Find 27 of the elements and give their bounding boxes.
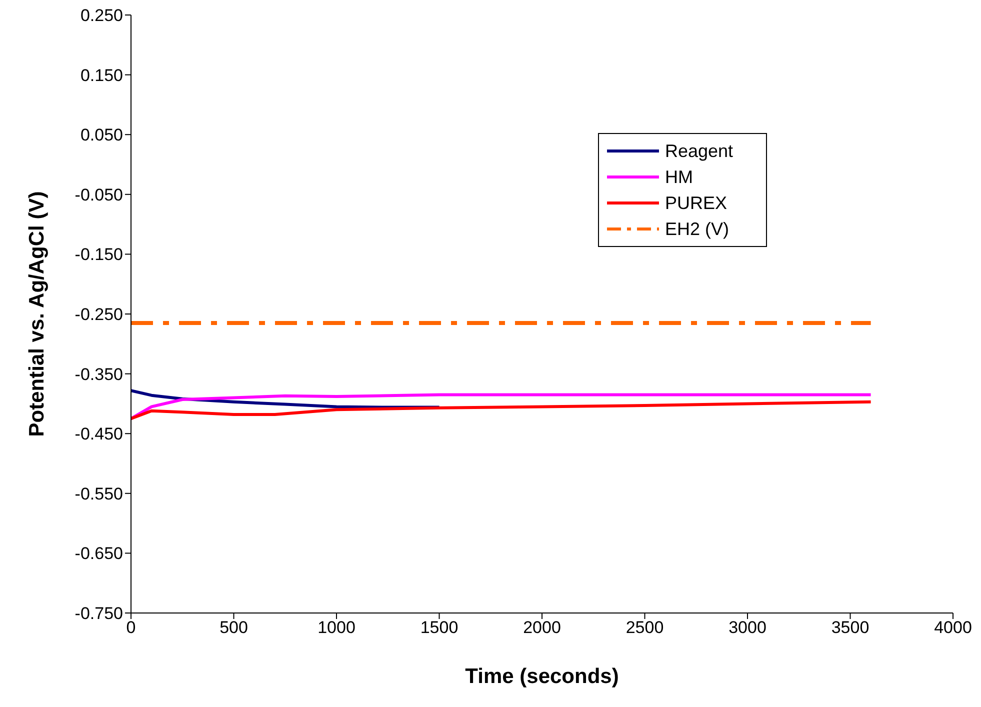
x-tick-label: 3500 [831, 618, 870, 638]
legend-label: Reagent [665, 140, 734, 163]
y-tick-label: -0.750 [74, 604, 123, 624]
y-tick-label: -0.050 [74, 185, 123, 204]
x-axis-title: Time (seconds) [465, 665, 619, 688]
y-tick-label: -0.450 [74, 424, 123, 444]
line-series [131, 400, 872, 420]
y-tick-label: -0.250 [74, 305, 123, 324]
y-tick-label: -0.550 [74, 484, 123, 504]
legend-label: PUREX [665, 192, 728, 215]
x-tick-label: 4000 [934, 618, 972, 638]
legend-label: EH2 (V) [665, 218, 730, 241]
x-tick-label: 3000 [728, 618, 766, 638]
y-tick-label: -0.350 [74, 364, 123, 384]
x-tick-label: 2000 [523, 618, 561, 638]
y-tick-label: -0.650 [74, 544, 123, 564]
x-tick-label: 500 [220, 618, 248, 638]
x-tick-label: 0 [126, 618, 136, 638]
y-tick-label: 0.050 [80, 126, 123, 145]
y-tick-label: -0.150 [74, 245, 123, 264]
legend-label: HM [665, 166, 693, 189]
y-tick-label: 0.250 [80, 6, 123, 26]
y-tick-label: 0.150 [80, 66, 123, 85]
x-tick-label: 1000 [318, 618, 356, 638]
x-tick-label: 2500 [626, 618, 664, 638]
y-axis-title: Potential vs. Ag/AgCl (V) [25, 191, 48, 437]
x-tick-label: 1500 [420, 618, 458, 638]
